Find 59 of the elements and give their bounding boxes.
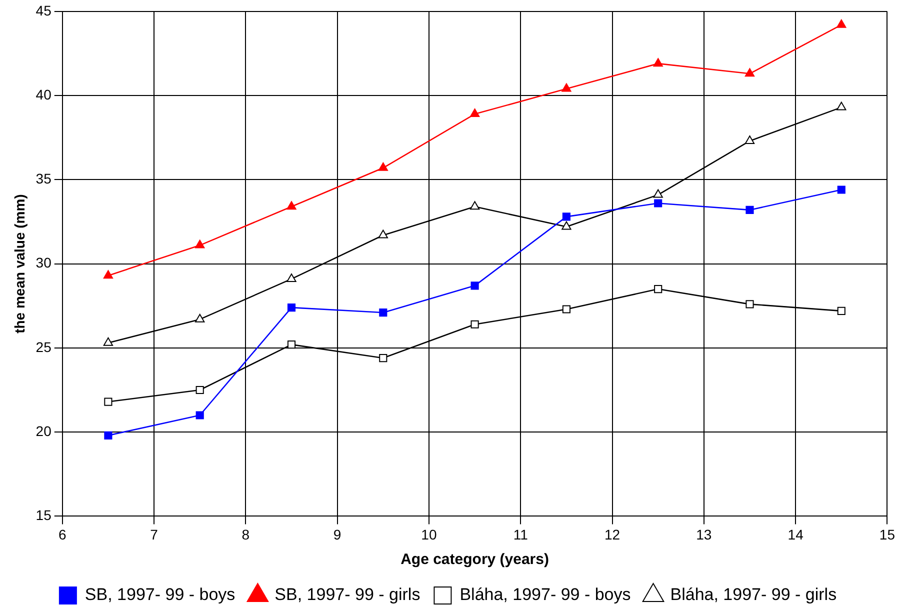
x-tick-label: 12 <box>604 526 620 542</box>
x-tick-label: 7 <box>150 526 158 542</box>
x-tick-label: 8 <box>242 526 250 542</box>
x-tick-label: 9 <box>333 526 342 542</box>
point <box>379 308 388 317</box>
point <box>744 68 755 77</box>
y-tick-label: 25 <box>36 338 52 355</box>
x-tick-label: 6 <box>58 526 66 542</box>
y-tick-label: 30 <box>36 254 52 271</box>
legend-label: Bláha, 1997- 99 - girls <box>670 585 837 604</box>
point <box>654 285 662 294</box>
y-tick-label: 20 <box>36 422 52 439</box>
point <box>653 58 663 67</box>
point <box>196 411 204 420</box>
point <box>286 273 296 282</box>
x-tick-label: 15 <box>879 526 896 542</box>
x-tick-label: 11 <box>513 526 528 542</box>
point <box>746 206 754 214</box>
point <box>562 212 570 221</box>
point <box>196 386 204 394</box>
point <box>103 337 114 346</box>
point <box>104 431 112 440</box>
y-tick-label: 15 <box>36 507 52 524</box>
point <box>470 201 480 210</box>
point <box>287 340 296 349</box>
point <box>470 108 480 118</box>
y-axis-title: the mean value (mm) <box>11 194 28 334</box>
y-tick-label: 35 <box>36 170 52 187</box>
point <box>104 398 112 406</box>
point <box>654 199 662 208</box>
point <box>378 162 388 171</box>
point <box>562 305 570 314</box>
point <box>744 135 755 144</box>
point <box>746 300 754 308</box>
x-axis-title: Age category (years) <box>400 551 549 568</box>
point <box>836 102 846 110</box>
legend-label: SB, 1997- 99 - boys <box>84 585 236 604</box>
legend-label: Bláha, 1997- 99 - boys <box>460 585 631 604</box>
point <box>470 282 479 290</box>
point <box>653 189 663 198</box>
point <box>195 240 205 248</box>
point <box>378 230 388 238</box>
point <box>103 270 114 279</box>
point <box>837 186 846 194</box>
point <box>287 304 296 312</box>
point <box>286 201 296 210</box>
point <box>195 314 205 322</box>
y-tick-label: 40 <box>36 86 52 102</box>
x-tick-label: 10 <box>421 526 437 542</box>
x-tick-label: 13 <box>696 526 712 542</box>
point <box>562 83 572 92</box>
point <box>562 221 572 230</box>
point <box>836 19 846 28</box>
point <box>837 306 846 315</box>
point <box>379 354 388 362</box>
legend-label: SB, 1997- 99 - girls <box>274 585 420 604</box>
x-tick-label: 14 <box>788 526 804 542</box>
y-tick-label: 45 <box>36 2 52 18</box>
point <box>470 320 479 328</box>
